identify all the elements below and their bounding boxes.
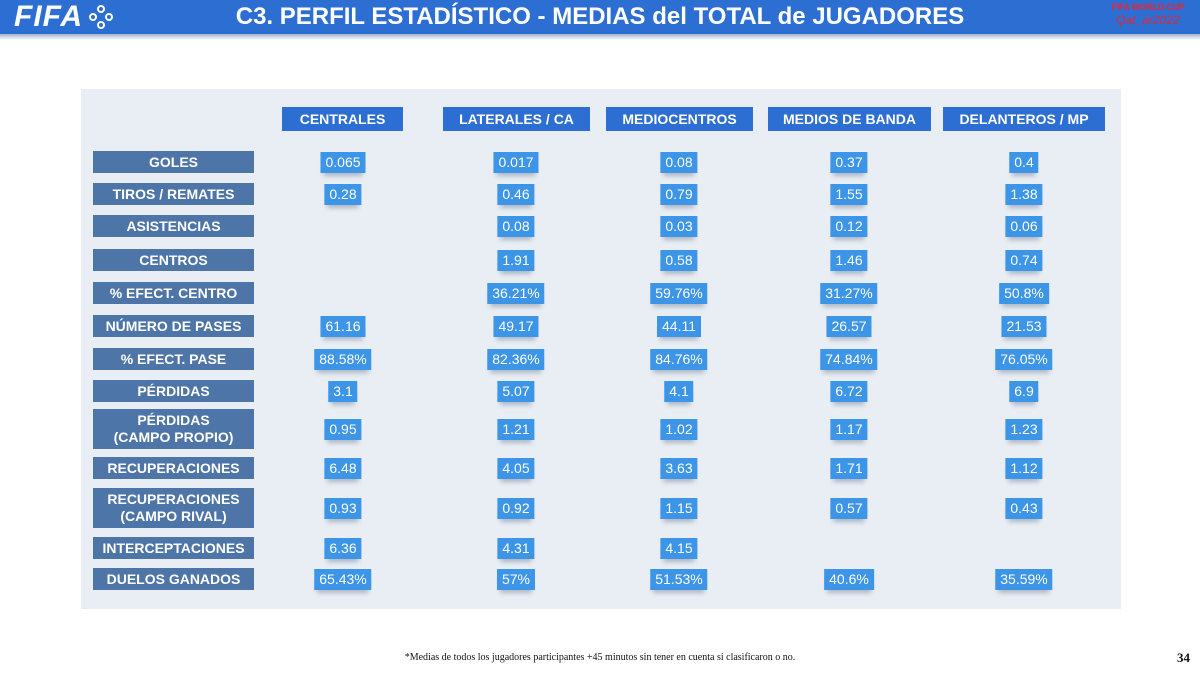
world-cup-badge-bottom: Qat_ar2022 [1116, 13, 1180, 27]
value-cell: 0.46 [497, 183, 535, 205]
header-shadow [0, 34, 1200, 40]
value-cell: 0.065 [320, 151, 366, 173]
row-label: GOLES [93, 151, 254, 173]
value-cell: 31.27% [820, 282, 878, 304]
column-header-2: LATERALES / CA [443, 107, 590, 131]
value-cell: 1.23 [1005, 418, 1043, 440]
row-label: % EFECT. PASE [93, 348, 254, 370]
value-cell: 0.58 [660, 249, 698, 271]
value-cell: 21.53 [1001, 315, 1047, 337]
value-cell: 0.12 [830, 215, 868, 237]
value-cell: 1.15 [660, 497, 698, 519]
value-cell: 61.16 [320, 315, 366, 337]
page-title: C3. PERFIL ESTADÍSTICO - MEDIAS del TOTA… [235, 3, 965, 30]
value-cell: 0.57 [830, 497, 868, 519]
value-cell: 82.36% [487, 348, 545, 370]
value-cell: 4.15 [660, 537, 698, 559]
footnote: *Medias de todos los jugadores participa… [404, 652, 796, 663]
value-cell: 0.017 [493, 151, 539, 173]
value-cell: 76.05% [995, 348, 1053, 370]
value-cell: 57% [496, 568, 536, 590]
value-cell: 6.9 [1009, 380, 1039, 402]
world-cup-badge: FIFA WORLD CUP Qat_ar2022 [1104, 2, 1192, 32]
fifa-logo-mark-icon [89, 5, 119, 29]
value-cell: 3.1 [328, 380, 358, 402]
value-cell: 51.53% [650, 568, 708, 590]
value-cell: 1.21 [497, 418, 535, 440]
page-number: 34 [1177, 650, 1190, 665]
value-cell: 35.59% [995, 568, 1053, 590]
value-cell: 4.31 [497, 537, 535, 559]
row-label: ASISTENCIAS [93, 215, 254, 237]
value-cell: 0.92 [497, 497, 535, 519]
row-label: PÉRDIDAS [93, 380, 254, 402]
value-cell: 0.28 [324, 183, 362, 205]
value-cell: 4.1 [664, 380, 694, 402]
value-cell: 1.71 [830, 457, 868, 479]
value-cell: 3.63 [660, 457, 698, 479]
value-cell: 1.46 [830, 249, 868, 271]
row-label: RECUPERACIONES [93, 457, 254, 479]
value-cell: 50.8% [999, 282, 1049, 304]
value-cell: 36.21% [487, 282, 545, 304]
value-cell: 0.74 [1005, 249, 1043, 271]
value-cell: 0.03 [660, 215, 698, 237]
value-cell: 0.06 [1005, 215, 1043, 237]
header-bar: FIFA C3. PERFIL ESTADÍSTICO - MEDIAS del… [0, 0, 1200, 34]
value-cell: 84.76% [650, 348, 708, 370]
value-cell: 0.95 [324, 418, 362, 440]
value-cell: 1.02 [660, 418, 698, 440]
world-cup-badge-top: FIFA WORLD CUP [1111, 2, 1185, 12]
value-cell: 6.72 [830, 380, 868, 402]
value-cell: 49.17 [493, 315, 539, 337]
row-label: NÚMERO DE PASES [93, 315, 254, 337]
stats-panel [81, 89, 1121, 609]
value-cell: 0.37 [830, 151, 868, 173]
value-cell: 1.17 [830, 418, 868, 440]
value-cell: 1.91 [497, 249, 535, 271]
row-label: DUELOS GANADOS [93, 568, 254, 590]
value-cell: 40.6% [824, 568, 874, 590]
fifa-logo-text: FIFA [14, 0, 83, 33]
row-label: % EFECT. CENTRO [93, 282, 254, 304]
value-cell: 26.57 [826, 315, 872, 337]
value-cell: 6.48 [324, 457, 362, 479]
value-cell: 59.76% [650, 282, 708, 304]
value-cell: 1.55 [830, 183, 868, 205]
value-cell: 44.11 [657, 315, 701, 337]
column-header-5: DELANTEROS / MP [943, 107, 1105, 131]
row-label: PÉRDIDAS (CAMPO PROPIO) [93, 409, 254, 449]
value-cell: 74.84% [820, 348, 878, 370]
value-cell: 0.08 [497, 215, 535, 237]
value-cell: 88.58% [314, 348, 372, 370]
column-header-4: MEDIOS DE BANDA [768, 107, 931, 131]
value-cell: 0.08 [660, 151, 698, 173]
row-label: CENTROS [93, 249, 254, 271]
value-cell: 0.93 [324, 497, 362, 519]
value-cell: 5.07 [497, 380, 535, 402]
row-label: INTERCEPTACIONES [93, 537, 254, 559]
value-cell: 1.12 [1005, 457, 1043, 479]
value-cell: 6.36 [324, 537, 362, 559]
fifa-logo: FIFA [14, 0, 119, 33]
value-cell: 0.43 [1005, 497, 1043, 519]
row-label: TIROS / REMATES [93, 183, 254, 205]
value-cell: 65.43% [314, 568, 372, 590]
value-cell: 4.05 [497, 457, 535, 479]
column-header-3: MEDIOCENTROS [606, 107, 753, 131]
value-cell: 0.4 [1009, 151, 1039, 173]
column-header-1: CENTRALES [282, 107, 403, 131]
value-cell: 1.38 [1005, 183, 1043, 205]
row-label: RECUPERACIONES (CAMPO RIVAL) [93, 488, 254, 528]
value-cell: 0.79 [660, 183, 698, 205]
